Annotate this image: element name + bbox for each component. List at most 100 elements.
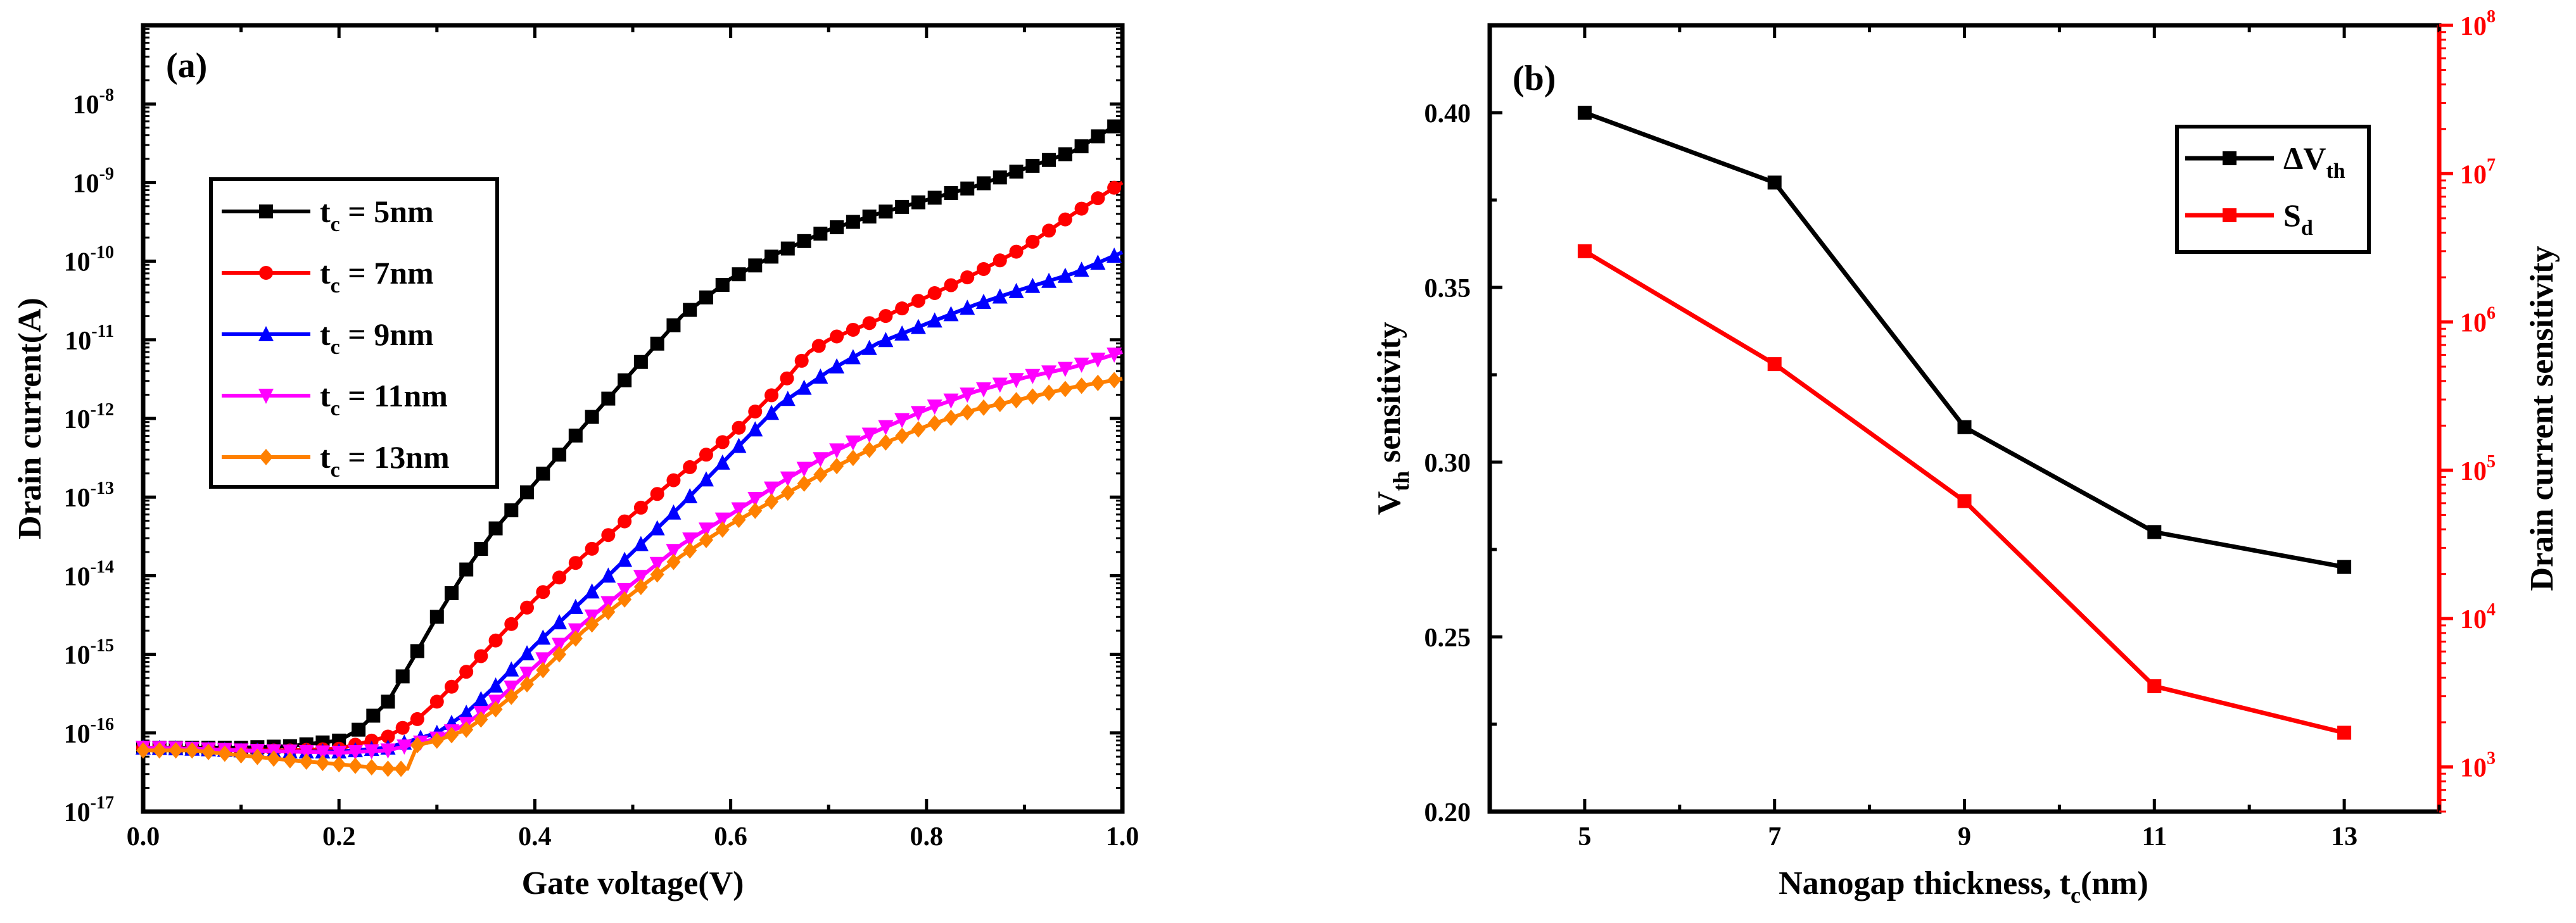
data-point [765, 249, 779, 264]
data-point [748, 502, 763, 519]
x-tick-label: 0.4 [518, 822, 552, 851]
data-point [617, 551, 633, 567]
data-point [796, 462, 812, 477]
y-tick-label: 0.30 [1424, 449, 1471, 478]
data-point [1107, 119, 1122, 134]
data-point [666, 473, 681, 487]
chart-a-x-axis-label: Gate voltage(V) [522, 865, 744, 901]
data-point [846, 322, 860, 337]
data-point [429, 732, 444, 749]
data-point [381, 760, 395, 777]
data-point [878, 420, 894, 436]
data-point [474, 649, 488, 663]
chart-b-legend-box [2175, 125, 2371, 254]
data-point [332, 756, 346, 773]
data-point [2337, 725, 2352, 740]
y2-tick-label: 108 [2460, 7, 2496, 41]
data-point [1008, 373, 1024, 389]
data-point [911, 421, 925, 438]
data-point [601, 603, 616, 620]
legend-label: Sd [2283, 198, 2313, 240]
data-point [993, 396, 1007, 413]
data-point [960, 270, 975, 285]
legend-label: tc = 11nm [320, 378, 448, 420]
data-point [1058, 380, 1072, 398]
data-point [1074, 377, 1089, 394]
data-point [633, 355, 648, 369]
data-point [601, 528, 616, 543]
y-tick-label: 10-12 [64, 400, 114, 434]
chart-b-y2-axis-label: Drain current sensitivity [2524, 246, 2560, 591]
data-point [364, 733, 379, 748]
data-point [364, 744, 379, 760]
data-point [395, 669, 410, 684]
data-point [846, 449, 860, 467]
data-point [683, 460, 697, 474]
data-point [504, 503, 519, 518]
data-point [1025, 234, 1040, 249]
data-point [879, 309, 893, 323]
data-point [1025, 277, 1041, 293]
data-point [683, 303, 697, 317]
data-point [568, 598, 583, 614]
data-point [732, 512, 746, 529]
data-point [410, 644, 424, 658]
data-point [845, 349, 861, 365]
y-tick-label: 10-13 [64, 479, 114, 513]
data-point [797, 475, 811, 492]
data-point [993, 170, 1007, 185]
data-point [960, 181, 975, 196]
data-point [862, 441, 877, 458]
data-point [504, 617, 519, 631]
chart-b: 5 7 9 11 13 0.200.250.300.350.40 10310410510… [1371, 7, 2560, 908]
data-point [649, 520, 665, 536]
data-point [410, 737, 424, 754]
y-tick-label: 10-16 [64, 715, 114, 749]
data-point [1074, 261, 1089, 277]
data-point [504, 688, 519, 705]
data-point [488, 677, 504, 693]
data-point [764, 481, 780, 497]
data-point [1767, 175, 1782, 190]
data-point [649, 556, 665, 572]
data-point [1041, 365, 1057, 381]
y2-tick-label: 105 [2460, 452, 2496, 486]
legend-marker [2223, 151, 2237, 165]
chart-b-x-tick-labels: 5 7 9 11 13 [1578, 822, 2357, 851]
data-point [993, 253, 1007, 268]
data-point [474, 542, 488, 556]
data-point [1042, 223, 1056, 238]
data-point [1090, 352, 1106, 368]
x-tick-label: 5 [1578, 822, 1591, 851]
data-point [1025, 158, 1040, 173]
data-point [910, 406, 926, 422]
data-point [976, 399, 991, 416]
data-point [1074, 201, 1089, 216]
data-point [600, 567, 616, 583]
data-point [535, 629, 551, 645]
x-tick-label: 7 [1768, 822, 1781, 851]
data-point [731, 437, 747, 453]
chart-a-panel-label: (a) [166, 46, 207, 85]
x-tick-label: 11 [2141, 822, 2167, 851]
data-point [282, 751, 297, 769]
data-point [829, 358, 845, 374]
data-point [894, 325, 910, 341]
data-point [780, 241, 795, 256]
data-point [813, 466, 828, 483]
data-point [633, 579, 648, 596]
chart-a: 0.0 0.2 0.4 0.6 0.8 1.0 10-1710-1610-1510-141… [12, 23, 1139, 901]
data-point [1074, 357, 1089, 373]
data-point [1057, 361, 1073, 377]
data-point [1091, 129, 1105, 144]
data-point [780, 484, 795, 501]
legend-marker [259, 204, 273, 218]
data-point [895, 427, 910, 444]
data-point [552, 448, 567, 462]
legend-marker [2223, 208, 2237, 222]
y2-tick-label: 103 [2460, 748, 2496, 782]
data-point [552, 614, 568, 630]
data-point [1091, 374, 1105, 391]
data-point [298, 744, 314, 760]
data-point [715, 521, 730, 538]
